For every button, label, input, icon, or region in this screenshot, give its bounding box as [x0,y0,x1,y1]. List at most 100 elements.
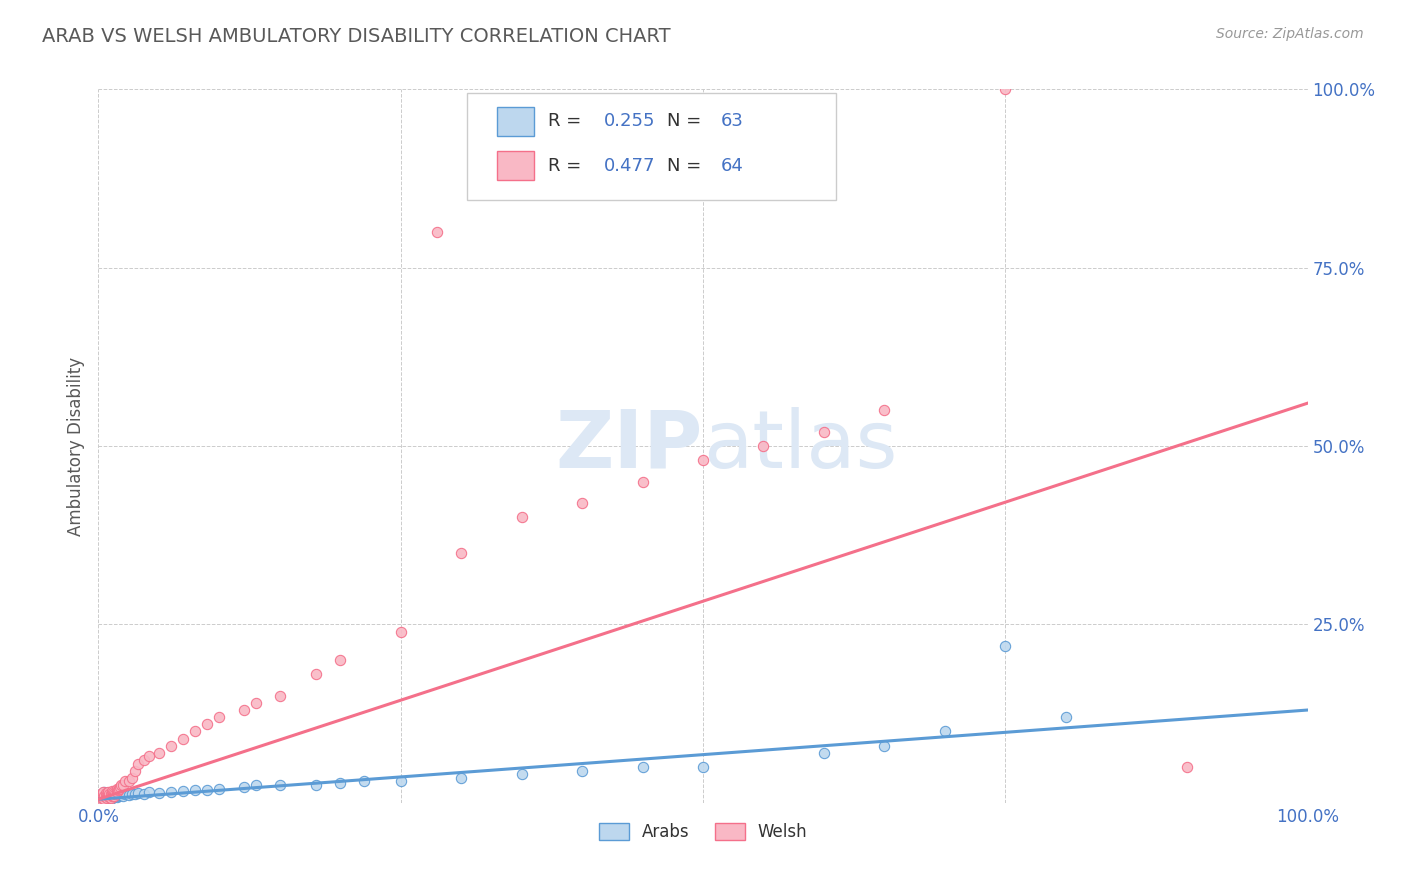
Point [195,717,218,731]
Point [305,778,328,792]
Point [121,787,143,801]
Point [1054,710,1077,724]
Point [108,780,131,794]
Point [134,787,156,801]
Text: N =: N = [666,112,707,130]
Point [138,785,160,799]
Point [111,789,134,803]
Point [571,496,593,510]
Text: ARAB VS WELSH AMBULATORY DISABILITY CORRELATION CHART: ARAB VS WELSH AMBULATORY DISABILITY CORR… [42,27,671,45]
Point [96,791,118,805]
Point [97,785,120,799]
Point [450,771,472,785]
Point [124,787,146,801]
FancyBboxPatch shape [467,93,837,200]
Point [104,787,127,801]
Point [98,790,121,805]
Point [108,788,131,802]
Point [752,439,775,453]
Point [91,789,114,803]
Point [101,788,124,802]
Point [510,510,533,524]
Point [124,764,146,778]
Point [89,789,111,803]
Point [97,787,120,801]
Point [107,783,129,797]
Point [100,787,122,801]
FancyBboxPatch shape [498,107,534,136]
Text: R =: R = [548,157,588,175]
Point [97,790,120,805]
Point [208,710,231,724]
Point [450,546,472,560]
Point [127,786,149,800]
Point [232,703,254,717]
Point [94,790,117,805]
Point [329,776,352,790]
Point [160,739,183,753]
FancyBboxPatch shape [498,152,534,180]
Point [148,786,170,800]
Point [127,756,149,771]
Point [100,789,122,804]
Point [172,731,194,746]
Point [571,764,593,778]
Point [108,781,131,796]
Point [105,785,128,799]
Y-axis label: Ambulatory Disability: Ambulatory Disability [66,357,84,535]
Point [100,784,122,798]
Point [94,790,117,805]
Point [107,789,129,803]
Text: ZIP: ZIP [555,407,703,485]
Point [91,790,114,805]
Text: atlas: atlas [703,407,897,485]
Text: Source: ZipAtlas.com: Source: ZipAtlas.com [1216,27,1364,41]
Point [108,787,131,801]
Point [91,785,114,799]
Point [97,789,120,804]
Point [104,787,127,801]
Point [305,667,328,681]
Point [94,788,117,802]
Point [114,787,136,801]
Point [148,746,170,760]
Point [121,771,143,785]
Point [90,790,112,805]
Point [389,774,412,789]
Point [105,785,128,799]
Point [692,453,714,467]
Text: 0.255: 0.255 [603,112,655,130]
Point [100,791,122,805]
Point [101,789,124,803]
Point [91,791,114,805]
Point [245,778,267,792]
Point [103,789,125,804]
Point [994,82,1017,96]
Point [100,787,122,801]
Point [89,789,111,803]
Point [89,792,111,806]
Point [232,780,254,794]
Legend: Arabs, Welsh: Arabs, Welsh [592,816,814,848]
Point [426,225,449,239]
Point [134,753,156,767]
Point [631,760,654,774]
Point [93,789,115,804]
Point [994,639,1017,653]
Point [96,787,118,801]
Point [208,781,231,796]
Text: R =: R = [548,112,588,130]
Point [269,778,291,792]
Text: N =: N = [666,157,707,175]
Point [110,778,132,792]
Point [813,425,835,439]
Point [934,724,956,739]
Text: 0.477: 0.477 [603,157,655,175]
Point [118,788,141,802]
Point [195,783,218,797]
Point [631,475,654,489]
Point [89,792,111,806]
Point [93,792,115,806]
Point [111,778,134,792]
Point [91,790,114,805]
